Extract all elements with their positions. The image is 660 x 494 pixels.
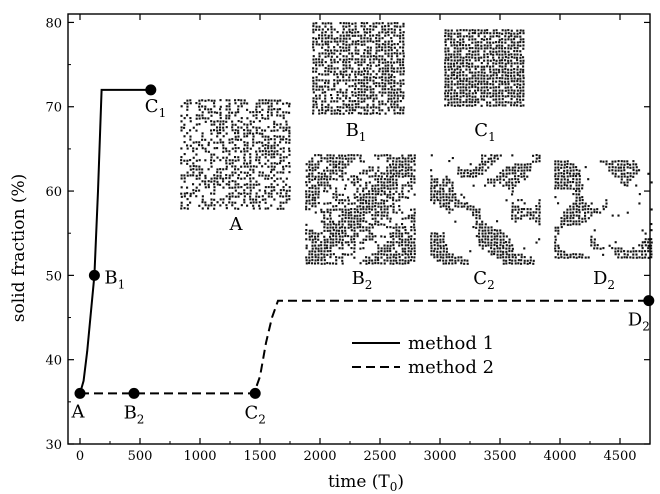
point-label-letter: A (71, 401, 86, 422)
inset-4: B2 (305, 154, 417, 292)
inset-texture (312, 22, 405, 115)
legend-label: method 1 (408, 333, 494, 354)
plot-frame (67, 13, 651, 445)
point-label: B1 (104, 267, 125, 291)
inset-label-letter: A (229, 214, 244, 235)
inset-6: D2 (554, 160, 654, 292)
x-tick-label: 3500 (483, 449, 516, 464)
point-label-sub: 1 (118, 277, 126, 291)
y-tick-label: 40 (45, 354, 62, 369)
axes-layer: 0 500 1000 1500 2000 2500 3000 3500 4000 4500 30 40… (45, 13, 651, 464)
y-tick-label: 50 (45, 269, 62, 284)
inset-label: B2 (352, 268, 373, 292)
inset-3: C1 (444, 29, 525, 144)
data-point (88, 269, 100, 281)
x-axis-title: time (T0) (328, 472, 404, 494)
inset-label-sub: 2 (607, 278, 615, 292)
inset-1: A (180, 99, 292, 235)
inset-label: C1 (474, 120, 495, 144)
inset-texture (430, 154, 541, 265)
inset-texture (444, 29, 525, 107)
y-axis-title: solid fraction (%) (9, 174, 29, 322)
inset-2: B1 (312, 22, 406, 144)
data-point (145, 84, 157, 96)
x-tick-label: 2000 (303, 449, 336, 464)
point-label: C2 (244, 402, 265, 426)
inset-label-sub: 2 (365, 278, 373, 292)
inset-texture (554, 160, 653, 259)
inset-5: C2 (430, 154, 541, 292)
x-tick-label: 4500 (603, 449, 636, 464)
inset-label-letter: B (346, 120, 359, 141)
point-label: A (71, 401, 86, 422)
legend: method 1 method 2 (352, 333, 494, 378)
point-label-letter: C (145, 96, 159, 117)
inset-texture (180, 99, 291, 210)
y-tick-label: 60 (45, 185, 62, 200)
legend-label: method 2 (408, 357, 494, 378)
inset-label-sub: 1 (359, 130, 367, 144)
point-label: C1 (145, 96, 166, 120)
x-axis-title-sub: 0 (390, 480, 398, 494)
inset-label: A (229, 214, 244, 235)
y-tick-label: 70 (45, 101, 62, 116)
inset-label-letter: C (474, 120, 488, 141)
x-tick-label: 1500 (243, 449, 276, 464)
y-tick-label: 30 (45, 438, 62, 453)
point-label-letter: B (124, 402, 137, 423)
inset-label-letter: B (352, 268, 365, 289)
point-label: B2 (124, 402, 145, 426)
point-label-sub: 1 (159, 106, 167, 120)
inset-label: B1 (346, 120, 367, 144)
x-tick-label: 0 (76, 449, 84, 464)
series-line-2 (80, 299, 650, 395)
point-label: D2 (628, 310, 650, 334)
data-point (74, 387, 86, 399)
point-label-sub: 2 (258, 412, 266, 426)
data-point (128, 387, 140, 399)
inset-label-letter: D (593, 268, 607, 289)
x-tick-label: 2500 (363, 449, 396, 464)
series-line-1 (79, 88, 152, 394)
x-tick-label: 500 (128, 449, 153, 464)
point-label-letter: D (628, 310, 642, 331)
x-axis-title-text: time (T (328, 472, 390, 492)
inset-label-sub: 2 (487, 278, 495, 292)
y-tick-label: 80 (45, 16, 62, 31)
inset-label-letter: C (473, 268, 487, 289)
point-label-sub: 2 (642, 320, 650, 334)
x-tick-label: 3000 (423, 449, 456, 464)
inset-label: D2 (593, 268, 615, 292)
data-point (643, 295, 655, 307)
point-label-letter: C (244, 402, 258, 423)
point-label-letter: B (104, 267, 117, 288)
x-tick-label: 1000 (183, 449, 216, 464)
inset-label-sub: 1 (488, 130, 496, 144)
inset-label: C2 (473, 268, 494, 292)
x-tick-label: 4000 (543, 449, 576, 464)
data-point (249, 387, 261, 399)
inset-texture (305, 154, 416, 265)
point-label-sub: 2 (137, 412, 145, 426)
x-axis-title-close: ) (397, 472, 404, 492)
